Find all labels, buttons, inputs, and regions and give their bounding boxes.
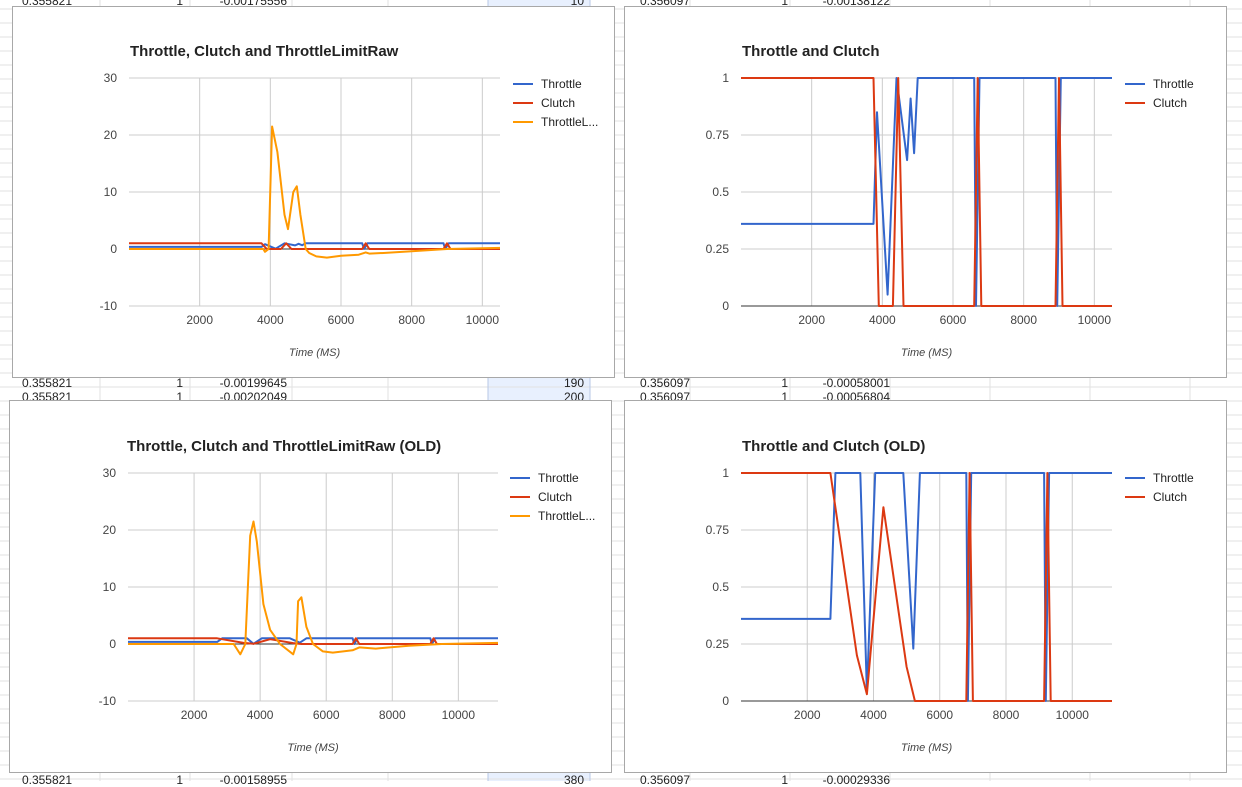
sheet-cell[interactable]: -0.00158955 — [219, 773, 287, 787]
y-tick-label: 30 — [104, 71, 118, 85]
chart-svg: Throttle and Clutch (OLD) 0 0.25 0.5 0.75 1 20… — [706, 438, 1194, 754]
legend-label[interactable]: Clutch — [538, 490, 572, 504]
legend-label[interactable]: Throttle — [1153, 77, 1194, 91]
legend-label[interactable]: Throttle — [541, 77, 582, 91]
y-tick-label: -10 — [99, 694, 117, 708]
chart-throttle-clutch-limit[interactable]: Throttle, Clutch and ThrottleLimitRaw -10… — [12, 6, 615, 378]
series-line-throttle-limit-raw[interactable] — [129, 125, 501, 259]
legend-label[interactable]: Throttle — [1153, 471, 1194, 485]
chart-svg: Throttle and Clutch 0 0.25 0.5 0.75 1 2000 4000… — [706, 43, 1194, 359]
chart-title: Throttle, Clutch and ThrottleLimitRaw (O… — [127, 438, 441, 455]
y-tick-label: 10 — [103, 580, 117, 594]
legend-label[interactable]: ThrottleL... — [541, 115, 598, 129]
y-tick-label: 0.25 — [706, 637, 730, 651]
sheet-cell[interactable]: -0.00058001 — [822, 376, 890, 390]
chart-throttle-clutch-limit-old[interactable]: Throttle, Clutch and ThrottleLimitRaw (O… — [9, 400, 612, 773]
series-line-clutch[interactable] — [741, 77, 1112, 307]
y-tick-label: 10 — [104, 185, 118, 199]
sheet-cell[interactable]: 0.355821 — [21, 0, 72, 8]
series-line-clutch[interactable] — [741, 472, 1112, 702]
y-tick-label: 20 — [103, 523, 117, 537]
x-tick-label: 6000 — [940, 313, 967, 327]
sheet-cell[interactable]: 1 — [176, 390, 183, 404]
legend-label[interactable]: Clutch — [541, 96, 575, 110]
sheet-cell[interactable]: 190 — [563, 376, 584, 390]
chart-svg: Throttle, Clutch and ThrottleLimitRaw (O… — [99, 438, 596, 754]
sheet-cell[interactable]: 0.356097 — [639, 376, 690, 390]
y-tick-label: 0 — [722, 694, 729, 708]
x-tick-label: 2000 — [181, 708, 208, 722]
sheet-cell[interactable]: -0.00138122 — [822, 0, 890, 8]
x-tick-label: 2000 — [794, 708, 821, 722]
sheet-cell[interactable]: -0.00175556 — [219, 0, 287, 8]
legend-label[interactable]: ThrottleL... — [538, 509, 595, 523]
sheet-cell[interactable]: -0.00029336 — [822, 773, 890, 787]
sheet-cell[interactable]: 1 — [781, 390, 788, 404]
x-tick-label: 6000 — [926, 708, 953, 722]
chart-title: Throttle and Clutch — [742, 43, 880, 60]
y-tick-label: 0.75 — [706, 523, 730, 537]
x-axis-label: Time (MS) — [901, 742, 953, 754]
x-axis-label: Time (MS) — [287, 742, 339, 754]
y-tick-label: 0.5 — [712, 185, 729, 199]
y-tick-label: 0.25 — [706, 242, 730, 256]
legend-label[interactable]: Throttle — [538, 471, 579, 485]
chart-title: Throttle and Clutch (OLD) — [742, 438, 925, 455]
y-tick-label: 0 — [110, 242, 117, 256]
x-tick-label: 8000 — [379, 708, 406, 722]
x-tick-label: 6000 — [328, 313, 355, 327]
y-tick-label: 0.75 — [706, 128, 730, 142]
sheet-cell[interactable]: 0.355821 — [21, 376, 72, 390]
sheet-cell[interactable]: 380 — [563, 773, 584, 787]
sheet-cell[interactable]: 1 — [781, 773, 788, 787]
sheet-cell[interactable]: -0.00199645 — [219, 376, 287, 390]
legend-label[interactable]: Clutch — [1153, 490, 1187, 504]
x-tick-label: 8000 — [1010, 313, 1037, 327]
y-tick-label: 1 — [722, 71, 729, 85]
x-tick-label: 10000 — [466, 313, 500, 327]
x-tick-label: 10000 — [1056, 708, 1090, 722]
x-tick-label: 4000 — [247, 708, 274, 722]
sheet-cell[interactable]: 1 — [176, 376, 183, 390]
y-tick-label: 20 — [104, 128, 118, 142]
x-tick-label: 2000 — [798, 313, 825, 327]
y-tick-label: -10 — [100, 299, 118, 313]
sheet-cell[interactable]: 10 — [570, 0, 584, 8]
x-tick-label: 8000 — [993, 708, 1020, 722]
x-tick-label: 8000 — [398, 313, 425, 327]
sheet-cell[interactable]: 1 — [176, 0, 183, 8]
sheet-cell[interactable]: 0.356097 — [639, 773, 690, 787]
x-axis-label: Time (MS) — [901, 347, 953, 359]
chart-throttle-clutch[interactable]: Throttle and Clutch 0 0.25 0.5 0.75 1 2000 4000… — [624, 6, 1227, 378]
series-line-throttle-limit-raw[interactable] — [128, 520, 499, 656]
x-tick-label: 4000 — [860, 708, 887, 722]
x-tick-label: 10000 — [442, 708, 476, 722]
sheet-cell[interactable]: 1 — [781, 376, 788, 390]
sheet-cell[interactable]: 1 — [781, 0, 788, 8]
sheet-cell[interactable]: 0.355821 — [21, 773, 72, 787]
y-tick-label: 1 — [722, 466, 729, 480]
sheet-cell[interactable]: 0.356097 — [639, 0, 690, 8]
x-axis-label: Time (MS) — [289, 347, 341, 359]
x-tick-label: 2000 — [186, 313, 213, 327]
chart-throttle-clutch-old[interactable]: Throttle and Clutch (OLD) 0 0.25 0.5 0.75 1 20… — [624, 400, 1227, 773]
legend-label[interactable]: Clutch — [1153, 96, 1187, 110]
x-tick-label: 6000 — [313, 708, 340, 722]
y-tick-label: 0 — [722, 299, 729, 313]
y-tick-label: 0 — [109, 637, 116, 651]
x-tick-label: 4000 — [869, 313, 896, 327]
y-tick-label: 0.5 — [712, 580, 729, 594]
x-tick-label: 4000 — [257, 313, 284, 327]
chart-svg: Throttle, Clutch and ThrottleLimitRaw -10… — [100, 43, 599, 359]
x-tick-label: 10000 — [1078, 313, 1112, 327]
chart-title: Throttle, Clutch and ThrottleLimitRaw — [130, 43, 399, 60]
y-tick-label: 30 — [103, 466, 117, 480]
sheet-cell[interactable]: 1 — [176, 773, 183, 787]
series-line-clutch[interactable] — [129, 242, 500, 250]
